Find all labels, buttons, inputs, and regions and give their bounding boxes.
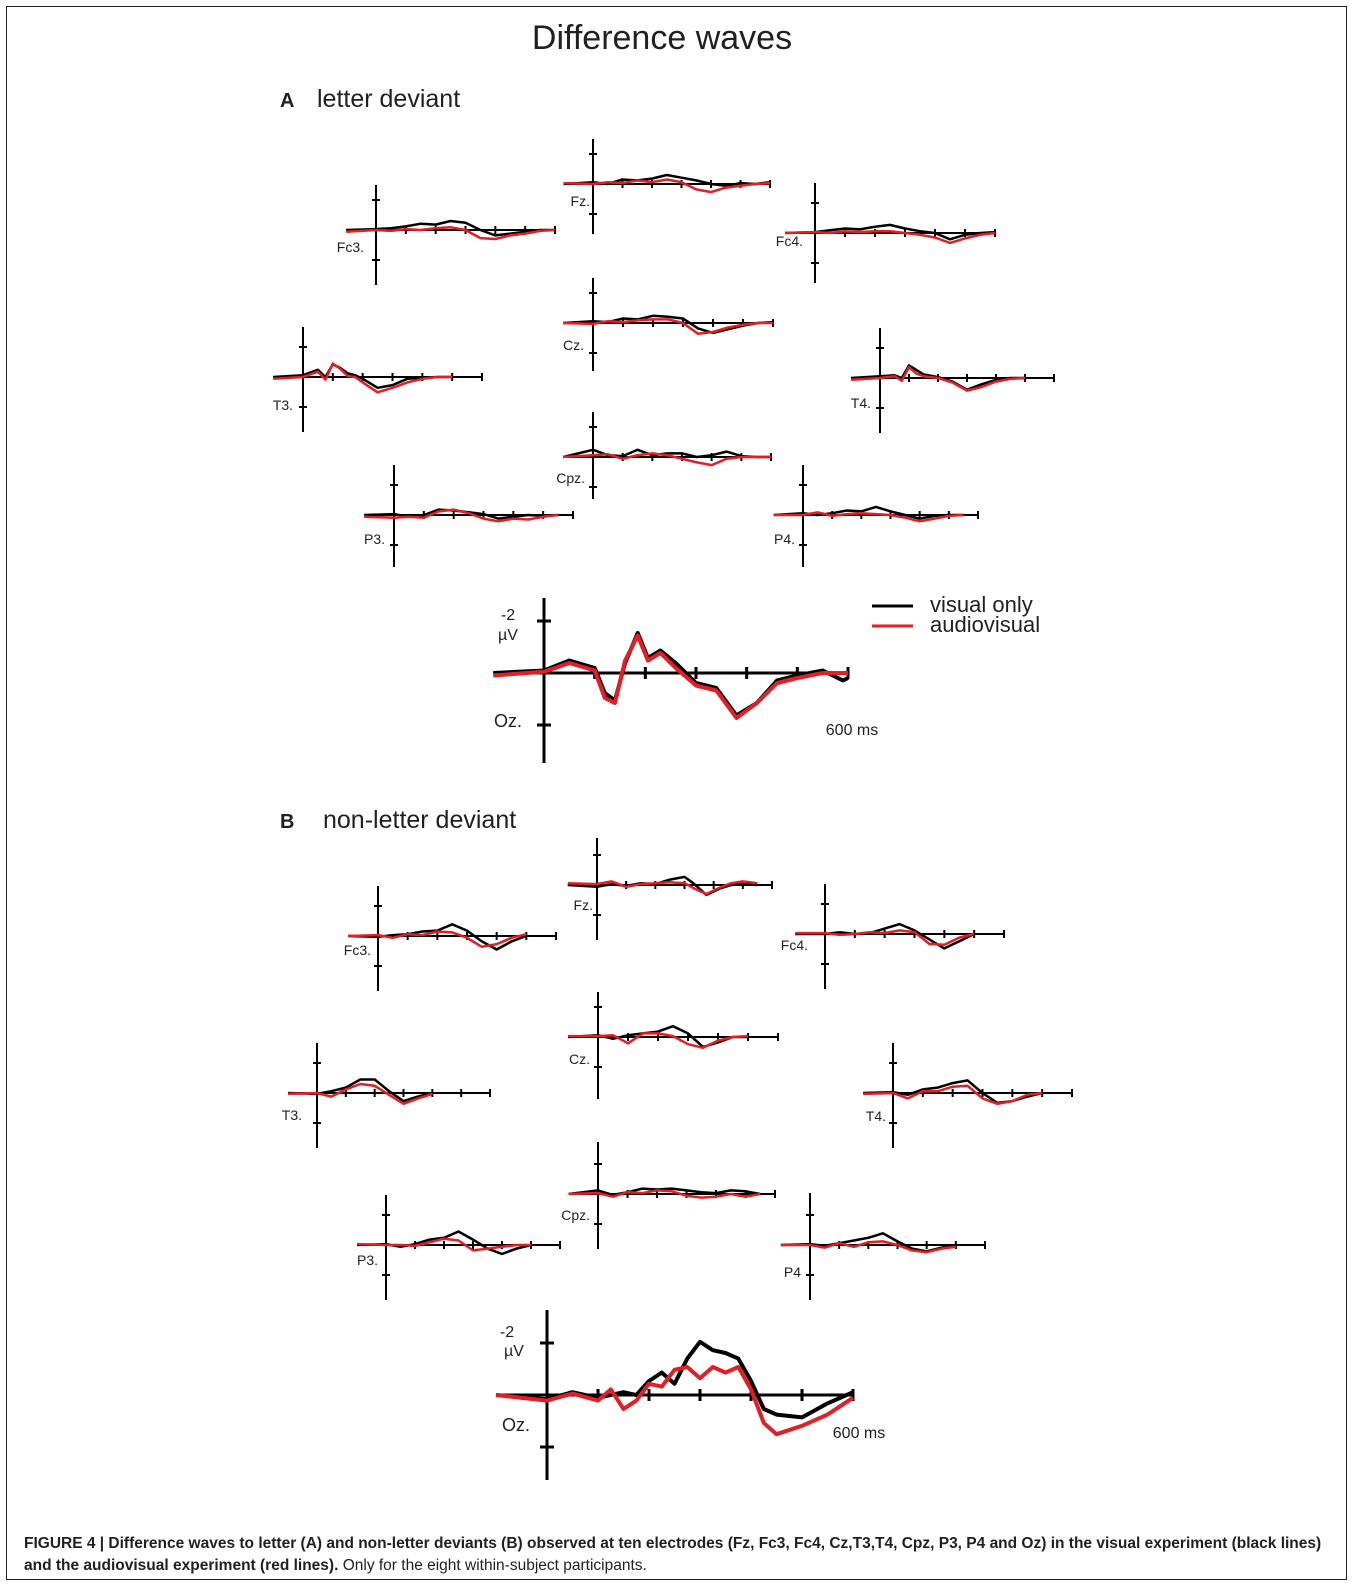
electrode-fz: Fz.: [567, 838, 773, 940]
panel-a-letter: A: [280, 90, 294, 112]
visual-only-line: [348, 923, 527, 951]
panel-b-title: non-letter deviant: [323, 806, 516, 834]
electrode-label: Cpz.: [561, 1207, 590, 1223]
audiovisual-line: [773, 511, 964, 523]
audiovisual-line: [795, 929, 975, 947]
electrode-label: Fc3.: [344, 942, 371, 958]
electrode-cpz: Cpz.: [556, 412, 772, 499]
audiovisual-line: [356, 1237, 531, 1252]
electrode-label: T4.: [851, 395, 871, 411]
electrode-p3: P3.: [356, 1195, 561, 1300]
figure-frame: [6, 6, 1347, 1580]
visual-only-line: [273, 363, 453, 390]
audiovisual-line: [346, 226, 556, 241]
audiovisual-line: [850, 365, 1026, 392]
legend-label-audiovisual: audiovisual: [930, 612, 1040, 637]
electrode-plots: Fz. Fc3. Fc4. Cz. T3. T4. Cpz. P3. P4. Oz. -2 µV 600…: [273, 139, 1073, 1480]
audiovisual-line: [348, 930, 527, 949]
electrode-label: T3.: [273, 397, 293, 413]
visual-only-line: [795, 922, 975, 950]
panel-b-plots: Fz. Fc3. Fc4. Cz. T3. T4. Cpz. P3. P4 Oz. -2 µV 600 …: [282, 838, 1073, 1480]
time-scale-label: 600 ms: [826, 722, 878, 739]
time-scale-label: 600 ms: [833, 1425, 885, 1442]
unit-scale-label: µV: [504, 1343, 524, 1360]
electrode-fc3: Fc3.: [337, 185, 556, 285]
electrode-t3: T3.: [282, 1043, 491, 1148]
electrode-label: Fc4.: [781, 937, 808, 953]
electrode-label: P3.: [364, 531, 385, 547]
electrode-label: Cpz.: [556, 470, 585, 486]
caption-bold: FIGURE 4 | Difference waves to letter (A…: [24, 1535, 1322, 1574]
electrode-label: P4: [784, 1264, 801, 1280]
audiovisual-line: [495, 1365, 855, 1437]
electrode-label: P4.: [774, 531, 795, 547]
panel-a-plots: Fz. Fc3. Fc4. Cz. T3. T4. Cpz. P3. P4. Oz. -2 µV 600…: [273, 139, 1055, 763]
visual-only-line: [495, 1339, 854, 1420]
visual-only-line: [773, 505, 964, 520]
electrode-label: Oz.: [502, 1415, 530, 1435]
electrode-t3: T3.: [273, 327, 483, 432]
electrode-label: Fz.: [571, 193, 590, 209]
visual-only-line: [346, 219, 555, 237]
visual-only-line: [356, 1230, 532, 1256]
visual-only-line: [568, 1187, 761, 1197]
audiovisual-line: [288, 1082, 433, 1106]
electrode-label: T3.: [282, 1107, 302, 1123]
audiovisual-line: [562, 318, 773, 336]
audiovisual-line: [493, 633, 848, 720]
electrode-label: Cz.: [569, 1051, 590, 1067]
electrode-label: P3.: [357, 1252, 378, 1268]
audiovisual-line: [563, 178, 771, 194]
electrode-oz: Oz. -2 µV 600 ms: [495, 1310, 885, 1480]
electrode-label: Fz.: [574, 897, 593, 913]
electrode-label: Oz.: [494, 711, 522, 731]
electrode-t4: T4.: [850, 328, 1055, 433]
electrode-cz: Cz.: [567, 992, 779, 1099]
electrode-cz: Cz.: [562, 278, 774, 371]
audiovisual-line: [568, 1032, 749, 1050]
audiovisual-line: [780, 1240, 956, 1254]
audiovisual-line: [567, 880, 758, 896]
figure-caption: FIGURE 4 | Difference waves to letter (A…: [24, 1533, 1324, 1577]
unit-scale-label: µV: [498, 627, 518, 644]
electrode-fc3: Fc3.: [344, 886, 557, 991]
electrode-p4: P4: [780, 1193, 986, 1300]
audiovisual-line: [784, 229, 996, 245]
electrode-label: Fc4.: [776, 233, 803, 249]
panel-b-letter: B: [280, 811, 294, 833]
electrode-label: Fc3.: [337, 239, 364, 255]
electrode-fc4: Fc4.: [781, 884, 1005, 989]
electrode-label: Cz.: [563, 337, 584, 353]
electrode-fz: Fz.: [563, 139, 771, 234]
electrode-oz: Oz. -2 µV 600 ms: [493, 598, 878, 763]
figure-title: Difference waves: [532, 19, 792, 57]
electrode-label: T4.: [866, 1108, 886, 1124]
audiovisual-line: [273, 362, 453, 394]
audiovisual-line: [364, 508, 559, 523]
caption-rest: Only for the eight within-subject partic…: [338, 1557, 647, 1574]
legend-label-visual: visual only: [930, 592, 1033, 617]
audiovisual-line: [563, 452, 771, 467]
electrode-t4: T4.: [863, 1043, 1073, 1148]
visual-only-line: [288, 1078, 433, 1103]
visual-only-line: [567, 875, 758, 897]
visual-only-line: [567, 1024, 748, 1049]
electrode-fc4: Fc4.: [776, 183, 996, 283]
audiovisual-line: [863, 1084, 1043, 1106]
legend: visual only audiovisual: [872, 592, 1040, 637]
visual-only-line: [784, 223, 996, 241]
amplitude-scale-label: -2: [500, 1324, 514, 1341]
electrode-p3: P3.: [364, 465, 574, 567]
amplitude-scale-label: -2: [501, 607, 515, 624]
electrode-cpz: Cpz.: [561, 1142, 776, 1249]
panel-a-title: letter deviant: [317, 85, 460, 113]
audiovisual-line: [568, 1189, 761, 1199]
electrode-p4: P4.: [773, 465, 979, 567]
